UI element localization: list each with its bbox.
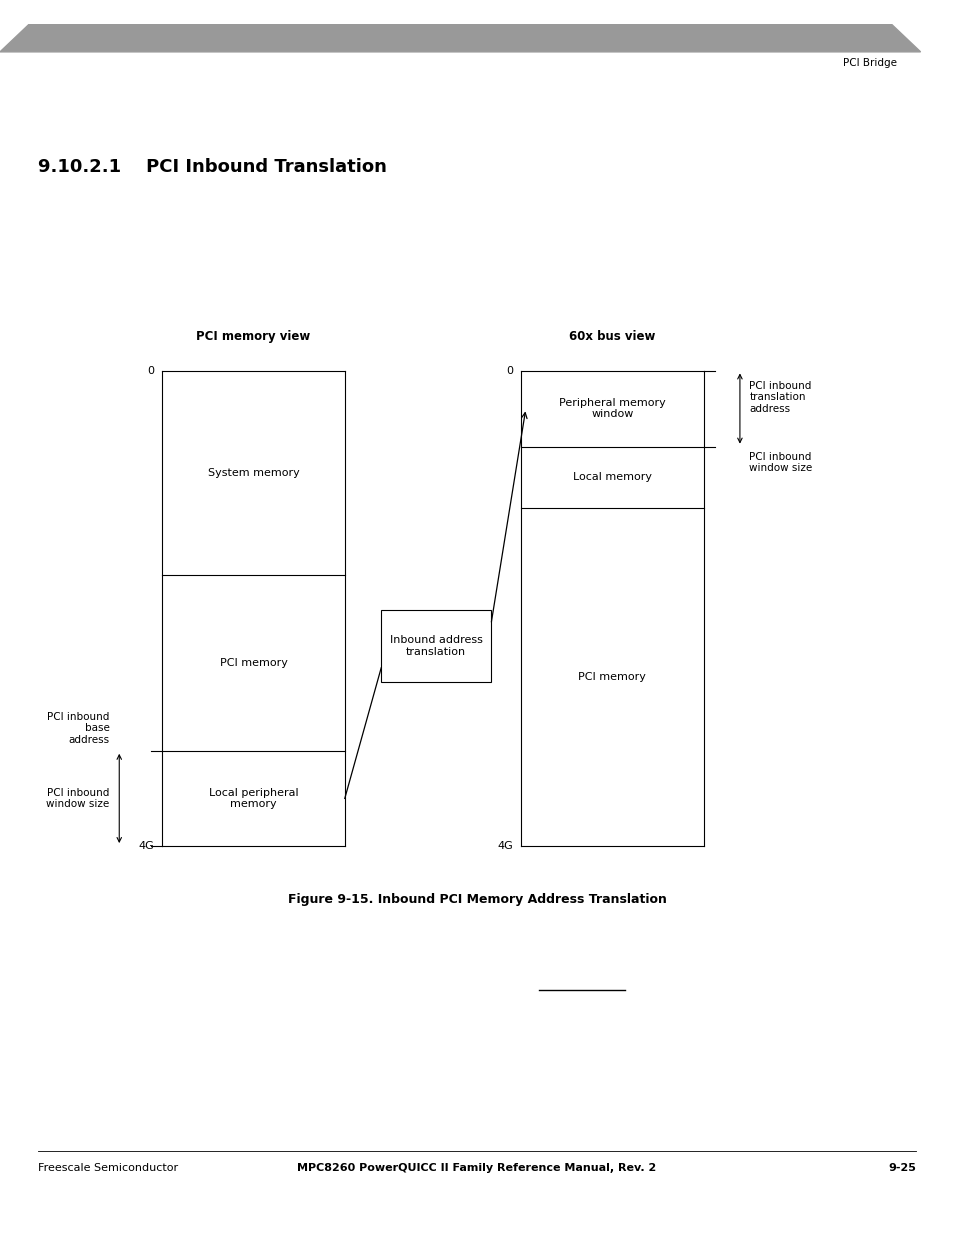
Text: MPC8260 PowerQUICC II Family Reference Manual, Rev. 2: MPC8260 PowerQUICC II Family Reference M… bbox=[297, 1163, 656, 1173]
Text: 0: 0 bbox=[148, 366, 154, 375]
Text: PCI inbound
base
address: PCI inbound base address bbox=[48, 711, 110, 745]
Text: PCI inbound
window size: PCI inbound window size bbox=[749, 452, 812, 473]
Text: PCI memory: PCI memory bbox=[578, 672, 645, 682]
Text: PCI inbound
window size: PCI inbound window size bbox=[47, 788, 110, 809]
Text: 9-25: 9-25 bbox=[887, 1163, 915, 1173]
Text: Peripheral memory
window: Peripheral memory window bbox=[558, 398, 665, 420]
Text: PCI Bridge: PCI Bridge bbox=[841, 58, 896, 68]
Text: 0: 0 bbox=[506, 366, 513, 375]
Text: Inbound address
translation: Inbound address translation bbox=[389, 636, 482, 657]
Bar bbox=[381, 610, 491, 682]
Text: PCI memory: PCI memory bbox=[219, 658, 287, 668]
Text: Local peripheral
memory: Local peripheral memory bbox=[209, 788, 298, 809]
Text: 4G: 4G bbox=[497, 841, 513, 851]
Text: Figure 9-15. Inbound PCI Memory Address Translation: Figure 9-15. Inbound PCI Memory Address … bbox=[287, 893, 666, 906]
Polygon shape bbox=[0, 25, 920, 52]
Text: 4G: 4G bbox=[138, 841, 154, 851]
Text: PCI inbound
translation
address: PCI inbound translation address bbox=[749, 380, 811, 414]
Text: Freescale Semiconductor: Freescale Semiconductor bbox=[38, 1163, 178, 1173]
Text: PCI memory view: PCI memory view bbox=[196, 330, 311, 343]
Text: Local memory: Local memory bbox=[572, 473, 651, 483]
Text: 9.10.2.1    PCI Inbound Translation: 9.10.2.1 PCI Inbound Translation bbox=[38, 158, 387, 177]
Text: System memory: System memory bbox=[208, 468, 299, 478]
Text: 60x bus view: 60x bus view bbox=[569, 330, 655, 343]
